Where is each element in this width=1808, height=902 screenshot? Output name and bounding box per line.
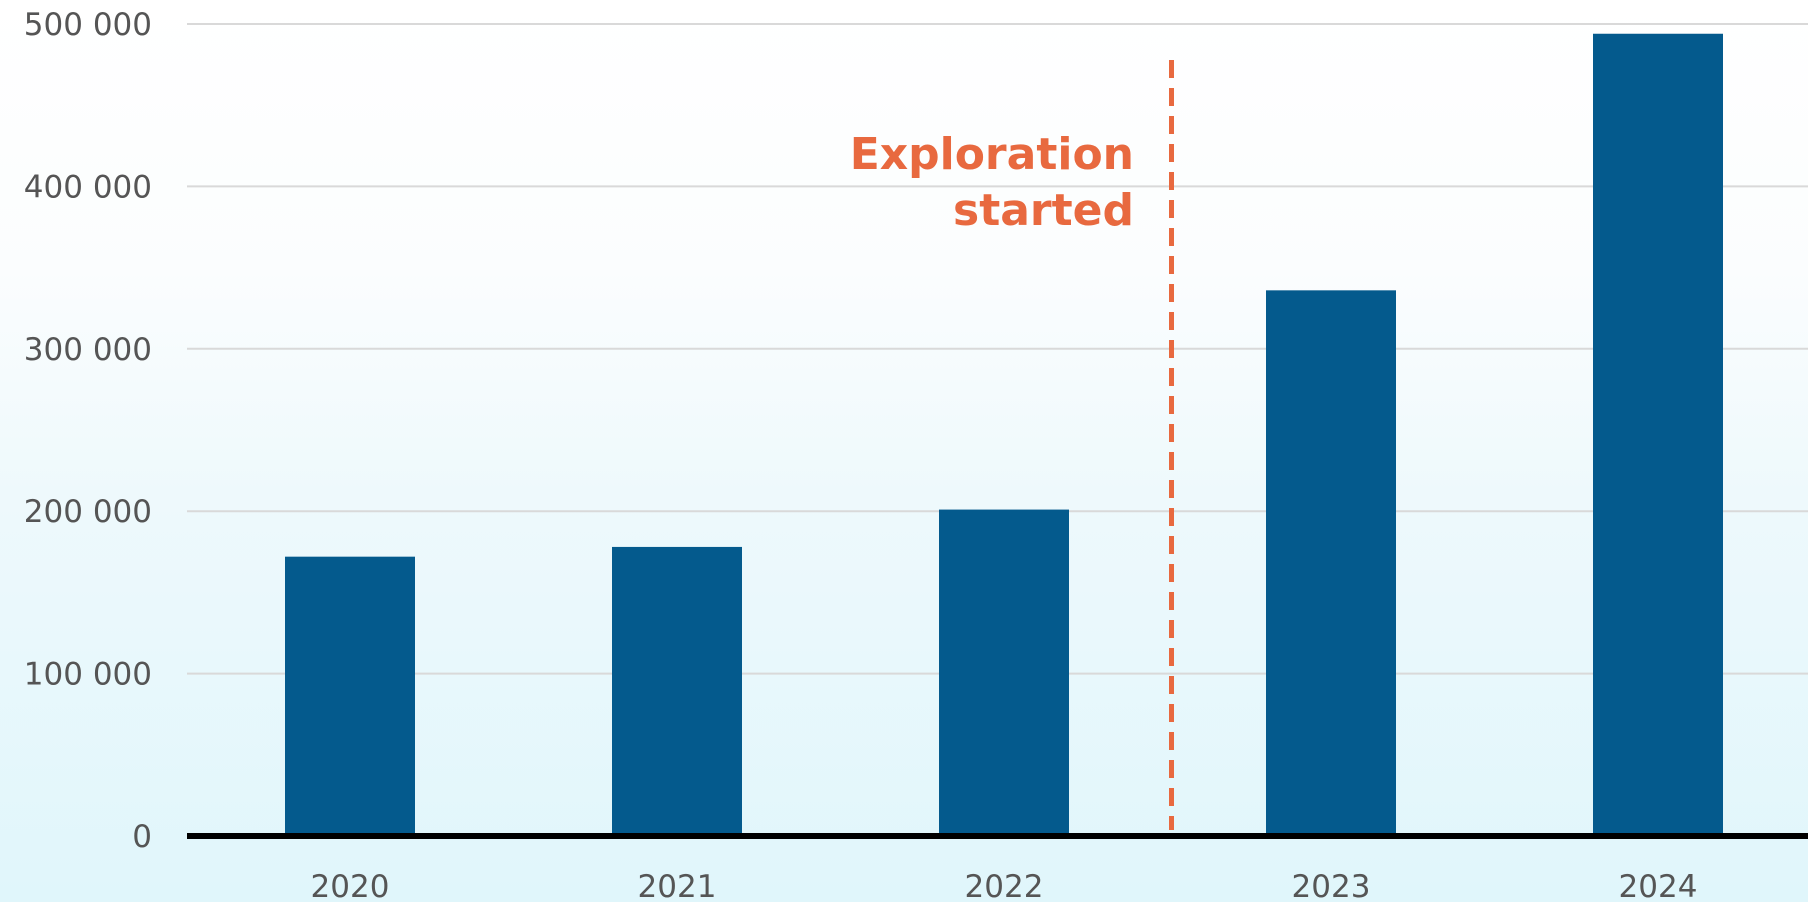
y-tick-label: 500 000 [24, 7, 152, 43]
grid-lines [187, 23, 1808, 675]
bars [285, 33, 1723, 836]
y-tick-label: 400 000 [24, 169, 152, 205]
annotation: Exploration started [850, 60, 1174, 830]
y-tick-label: 200 000 [24, 494, 152, 530]
y-tick-label: 300 000 [24, 332, 152, 368]
x-tick-label: 2023 [1292, 869, 1371, 902]
x-axis-tick-labels: 2020 2021 2022 2023 2024 [311, 869, 1698, 902]
bar [1266, 290, 1396, 836]
y-axis-tick-labels: 0 100 000 200 000 300 000 400 000 500 000 [24, 7, 152, 855]
bar [939, 509, 1069, 836]
bar [285, 556, 415, 836]
bar [612, 546, 742, 836]
annotation-label-line-1: Exploration [850, 129, 1134, 180]
y-tick-label: 100 000 [24, 657, 152, 693]
x-tick-label: 2024 [1619, 869, 1698, 902]
y-tick-label: 0 [132, 819, 152, 855]
bar [1593, 33, 1723, 836]
annotation-label-line-2: started [953, 185, 1134, 236]
x-tick-label: 2022 [965, 869, 1044, 902]
x-tick-label: 2021 [638, 869, 717, 902]
x-tick-label: 2020 [311, 869, 390, 902]
